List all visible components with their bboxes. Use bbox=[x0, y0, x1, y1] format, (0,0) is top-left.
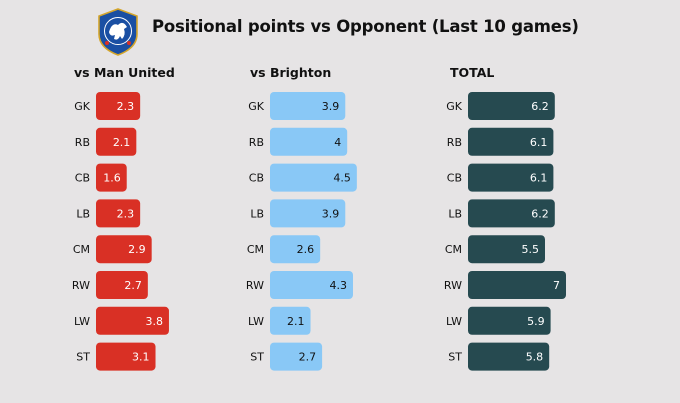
category-label: CM bbox=[247, 243, 264, 256]
data-label: 2.3 bbox=[117, 100, 135, 113]
bar bbox=[468, 235, 545, 264]
data-label: 6.1 bbox=[530, 136, 548, 149]
category-label: LW bbox=[248, 315, 264, 328]
data-label: 6.1 bbox=[530, 172, 548, 185]
bar bbox=[468, 199, 555, 228]
category-label: GK bbox=[74, 100, 91, 113]
data-label: 1.6 bbox=[103, 172, 121, 185]
bar bbox=[468, 271, 566, 299]
category-label: RW bbox=[444, 279, 462, 292]
data-label: 3.8 bbox=[145, 315, 163, 328]
data-label: 4.5 bbox=[333, 172, 351, 185]
bar bbox=[270, 342, 323, 371]
data-label: 7 bbox=[553, 279, 560, 292]
chelsea-crest-logo bbox=[98, 8, 138, 56]
bar-chart-panel-0: vs Man United GK 2.3 RB 2.1 CB 1.6 LB 2.3 CM 2.9 RW… bbox=[72, 65, 175, 371]
bar-chart-panel-2: TOTAL GK 6.2 RB 6.1 CB 6.1 LB 6.2 CM 5.5 RW 7 LW 5.9 ST… bbox=[444, 65, 566, 371]
category-label: ST bbox=[76, 351, 90, 364]
bar bbox=[468, 92, 555, 120]
category-label: LB bbox=[250, 207, 264, 220]
bar bbox=[468, 342, 550, 371]
category-label: ST bbox=[448, 351, 462, 364]
data-label: 3.9 bbox=[322, 100, 340, 113]
bar bbox=[96, 271, 148, 299]
category-label: GK bbox=[248, 100, 265, 113]
bar bbox=[96, 163, 127, 192]
category-label: RB bbox=[447, 136, 462, 149]
data-label: 2.1 bbox=[287, 315, 305, 328]
category-label: CB bbox=[249, 172, 264, 185]
bar bbox=[96, 306, 169, 335]
data-label: 3.9 bbox=[322, 207, 340, 220]
data-label: 2.6 bbox=[297, 243, 315, 256]
category-label: CM bbox=[73, 243, 90, 256]
data-label: 3.1 bbox=[132, 351, 150, 364]
bar bbox=[270, 92, 346, 120]
data-label: 4.3 bbox=[329, 279, 347, 292]
page-title: Positional points vs Opponent (Last 10 g… bbox=[152, 17, 579, 36]
category-label: LB bbox=[448, 207, 462, 220]
category-label: GK bbox=[446, 100, 463, 113]
category-label: ST bbox=[250, 351, 264, 364]
data-label: 5.8 bbox=[526, 351, 544, 364]
bar bbox=[96, 235, 152, 264]
bar bbox=[270, 163, 357, 192]
data-label: 2.9 bbox=[128, 243, 146, 256]
bar bbox=[96, 127, 137, 156]
bar bbox=[96, 92, 141, 120]
data-label: 2.1 bbox=[113, 136, 131, 149]
panel-title: vs Brighton bbox=[250, 65, 331, 80]
data-label: 6.2 bbox=[531, 100, 549, 113]
bar bbox=[270, 235, 321, 264]
category-label: CB bbox=[447, 172, 462, 185]
data-label: 2.7 bbox=[124, 279, 142, 292]
data-label: 2.7 bbox=[299, 351, 317, 364]
data-label: 5.9 bbox=[527, 315, 545, 328]
category-label: RW bbox=[72, 279, 90, 292]
bar bbox=[96, 199, 141, 228]
category-label: LB bbox=[76, 207, 90, 220]
category-label: LW bbox=[74, 315, 90, 328]
bar bbox=[468, 127, 554, 156]
bar bbox=[468, 163, 554, 192]
bar-chart-panel-1: vs Brighton GK 3.9 RB 4 CB 4.5 LB 3.9 CM 2.6 RW 4.3 L… bbox=[246, 65, 357, 371]
bar bbox=[270, 306, 311, 335]
panel-title: vs Man United bbox=[74, 65, 175, 80]
data-label: 2.3 bbox=[117, 207, 135, 220]
bar bbox=[270, 127, 348, 156]
category-label: CM bbox=[445, 243, 462, 256]
category-label: RW bbox=[246, 279, 264, 292]
bar bbox=[96, 342, 156, 371]
category-label: LW bbox=[446, 315, 462, 328]
category-label: RB bbox=[75, 136, 90, 149]
bar bbox=[468, 306, 551, 335]
data-label: 4 bbox=[334, 136, 341, 149]
panel-title: TOTAL bbox=[450, 65, 494, 80]
data-label: 6.2 bbox=[531, 207, 549, 220]
category-label: CB bbox=[75, 172, 90, 185]
bar bbox=[270, 199, 346, 228]
bar bbox=[270, 271, 353, 299]
category-label: RB bbox=[249, 136, 264, 149]
data-label: 5.5 bbox=[522, 243, 540, 256]
